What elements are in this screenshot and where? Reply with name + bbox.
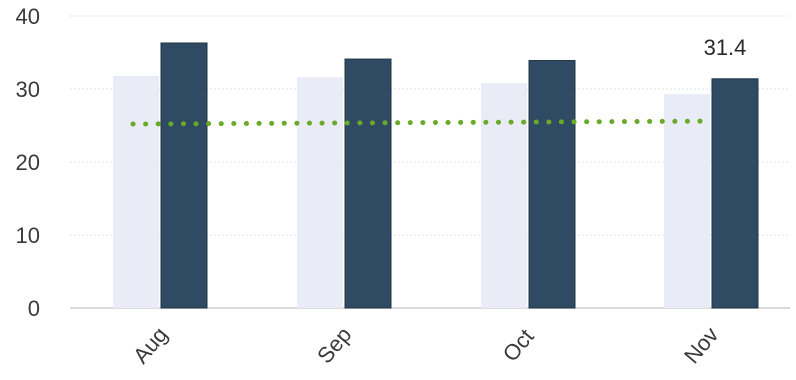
y-tick-label: 10 <box>16 223 40 248</box>
y-tick-label: 30 <box>16 77 40 102</box>
bars <box>113 42 759 309</box>
data-labels: 31.4 <box>704 35 747 60</box>
y-axis-ticks: 0 10 20 30 40 <box>16 4 40 321</box>
y-tick-label: 20 <box>16 150 40 175</box>
x-axis-labels: Aug Sep Oct Nov <box>128 322 723 368</box>
trend-line <box>130 118 715 127</box>
bar-nov-series-1 <box>664 94 710 308</box>
bar-sep-series-1 <box>297 77 343 308</box>
bar-nov-series-2 <box>711 78 759 309</box>
x-category-label: Oct <box>498 324 539 366</box>
x-category-label: Nov <box>679 322 723 368</box>
bar-oct-series-2 <box>528 60 576 309</box>
dotted-trend-line <box>130 118 715 127</box>
x-category-label: Aug <box>128 322 172 368</box>
bar-oct-series-1 <box>481 83 527 308</box>
bar-sep-series-2 <box>344 58 392 309</box>
y-tick-label: 40 <box>16 4 40 29</box>
bar-aug-series-1 <box>113 75 159 308</box>
data-label: 31.4 <box>704 35 747 60</box>
bar-aug-series-2 <box>160 42 208 309</box>
x-category-label: Sep <box>312 322 356 368</box>
y-tick-label: 0 <box>28 296 40 321</box>
